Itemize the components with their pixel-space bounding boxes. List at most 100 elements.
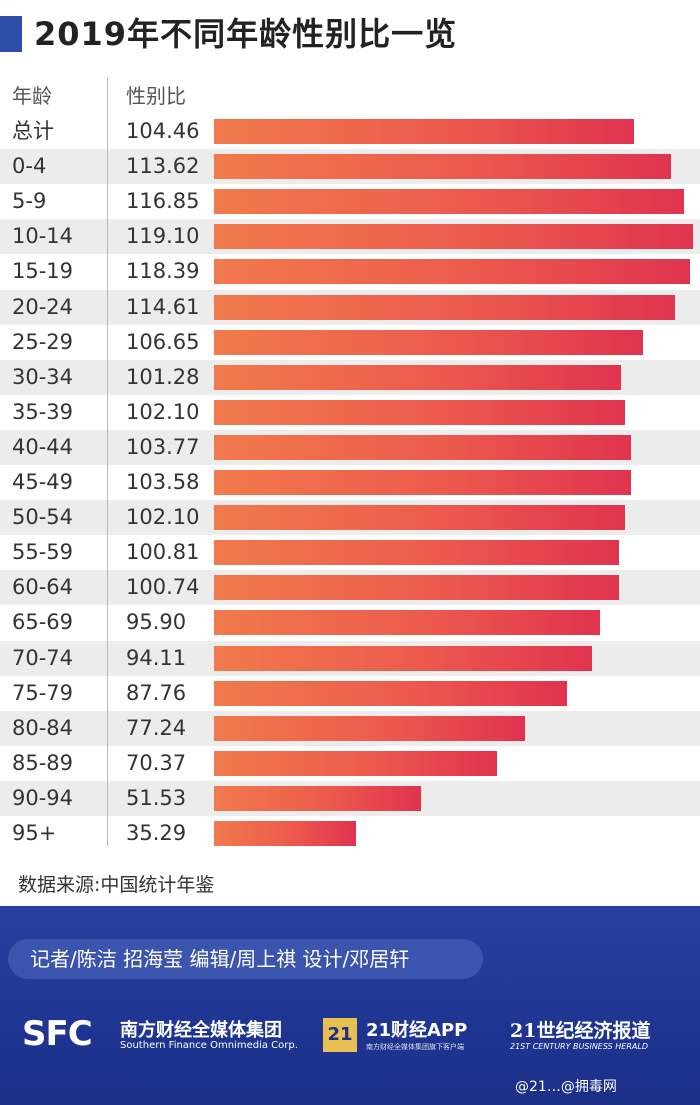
ratio-bar: [214, 224, 693, 250]
ratio-bar: [214, 505, 625, 531]
ratio-value: 104.46: [126, 119, 200, 143]
table-row: 85-89 70.37: [0, 746, 700, 781]
age-label: 70-74: [12, 645, 74, 670]
ratio-bar: [214, 189, 684, 215]
ratio-bar: [214, 154, 671, 180]
title-accent-block: [0, 16, 22, 52]
ratio-bar: [214, 540, 620, 566]
ratio-value: 102.10: [126, 505, 200, 530]
ratio-value: 103.58: [126, 470, 200, 494]
ratio-value: 51.53: [126, 785, 187, 810]
age-label: 5-9: [12, 189, 47, 214]
table-row: 15-19 118.39: [0, 254, 700, 289]
herald-name-en: 21ST CENTURY BUSINESS HERALD: [510, 1042, 648, 1051]
ratio-bar: [214, 821, 356, 846]
ratio-bar: [214, 645, 593, 671]
table-row: 55-59 100.81: [0, 535, 700, 570]
age-label: 75-79: [12, 680, 74, 705]
ratio-bar: [214, 680, 567, 706]
ratio-value: 77.24: [126, 715, 187, 740]
ratio-value: 95.90: [126, 610, 187, 635]
herald-name-cn: 21世纪经济报道: [510, 1020, 651, 1042]
age-label: 95+: [12, 821, 57, 845]
ratio-bar: [214, 575, 620, 601]
age-label: 50-54: [12, 505, 74, 530]
age-label: 15-19: [12, 259, 74, 284]
age-label: 0-4: [12, 154, 47, 179]
ratio-value: 70.37: [126, 750, 187, 775]
ratio-bar: [214, 785, 422, 811]
table-row: 70-74 94.11: [0, 640, 700, 676]
ratio-bar: [214, 294, 675, 320]
data-source: 数据来源:中国统计年鉴: [18, 874, 215, 896]
ratio-bar: [214, 364, 622, 390]
ratio-value: 113.62: [126, 154, 200, 179]
ratio-bar: [214, 259, 691, 285]
ratio-bar: [214, 329, 643, 355]
ratio-bar: [214, 610, 600, 636]
age-label: 总计: [12, 119, 54, 143]
table-row: 20-24 114.61: [0, 289, 700, 325]
logo-row: SFC 南方财经全媒体集团 Southern Finance Omnimedia…: [0, 1002, 700, 1072]
table-row: 10-14 119.10: [0, 219, 700, 255]
ratio-value: 100.81: [126, 540, 200, 565]
table-row: 30-34 101.28: [0, 359, 700, 395]
ratio-value: 94.11: [126, 645, 187, 670]
table-row: 75-79 87.76: [0, 676, 700, 711]
table-row: 25-29 106.65: [0, 325, 700, 360]
ratio-bar: [214, 750, 498, 776]
sfc-logo: SFC: [22, 1014, 93, 1054]
age-label: 55-59: [12, 540, 74, 565]
column-divider: [107, 78, 108, 846]
table-row: 0-4 113.62: [0, 149, 700, 185]
table-row: 50-54 102.10: [0, 500, 700, 536]
age-label: 85-89: [12, 750, 74, 775]
age-label: 20-24: [12, 294, 74, 319]
age-label: 40-44: [12, 434, 74, 459]
sfc-name-en: Southern Finance Omnimedia Corp.: [120, 1040, 298, 1051]
ratio-value: 35.29: [126, 821, 187, 845]
footer-banner: 记者/陈洁 招海莹 编辑/周上祺 设计/邓居轩 SFC 南方财经全媒体集团 So…: [0, 906, 700, 1105]
sfc-name-cn: 南方财经全媒体集团: [120, 1020, 282, 1041]
table-row: 5-9 116.85: [0, 184, 700, 219]
table-row: 总计 104.46: [0, 114, 700, 149]
credit-pill: 记者/陈洁 招海莹 编辑/周上祺 设计/邓居轩: [8, 939, 483, 979]
table-row: 35-39 102.10: [0, 395, 700, 430]
table-row: 60-64 100.74: [0, 570, 700, 606]
ratio-bar: [214, 119, 635, 144]
table-row: 95+ 35.29: [0, 816, 700, 851]
ratio-value: 118.39: [126, 259, 200, 284]
app-subtitle: 南方财经全媒体集团旗下客户端: [366, 1043, 464, 1051]
header-age: 年龄: [12, 84, 52, 108]
ratio-value: 101.28: [126, 364, 200, 389]
ratio-value: 119.10: [126, 224, 200, 249]
age-label: 60-64: [12, 575, 74, 600]
title-bar: 2019年不同年龄性别比一览: [0, 0, 700, 70]
header-ratio: 性别比: [126, 84, 186, 108]
ratio-value: 116.85: [126, 189, 200, 214]
ratio-value: 102.10: [126, 399, 200, 424]
app-logo-icon: 21: [323, 1018, 357, 1052]
age-label: 45-49: [12, 470, 74, 494]
table-row: 40-44 103.77: [0, 429, 700, 465]
age-label: 25-29: [12, 329, 74, 354]
ratio-bar: [214, 399, 625, 425]
ratio-value: 100.74: [126, 575, 200, 600]
table-header: 年龄 性别比: [0, 78, 700, 114]
table-row: 65-69 95.90: [0, 605, 700, 640]
ratio-value: 87.76: [126, 680, 187, 705]
ratio-value: 114.61: [126, 294, 200, 319]
age-label: 65-69: [12, 610, 74, 635]
app-name: 21财经APP: [366, 1020, 468, 1041]
age-label: 35-39: [12, 399, 74, 424]
table-row: 45-49 103.58: [0, 465, 700, 500]
table-row: 90-94 51.53: [0, 780, 700, 816]
age-label: 80-84: [12, 715, 74, 740]
table-row: 80-84 77.24: [0, 710, 700, 746]
watermark: @21…@拥毒网: [515, 1079, 617, 1095]
ratio-bar: [214, 715, 525, 741]
ratio-bar: [214, 470, 631, 495]
age-label: 30-34: [12, 364, 74, 389]
ratio-bar: [214, 434, 632, 460]
ratio-value: 106.65: [126, 329, 200, 354]
